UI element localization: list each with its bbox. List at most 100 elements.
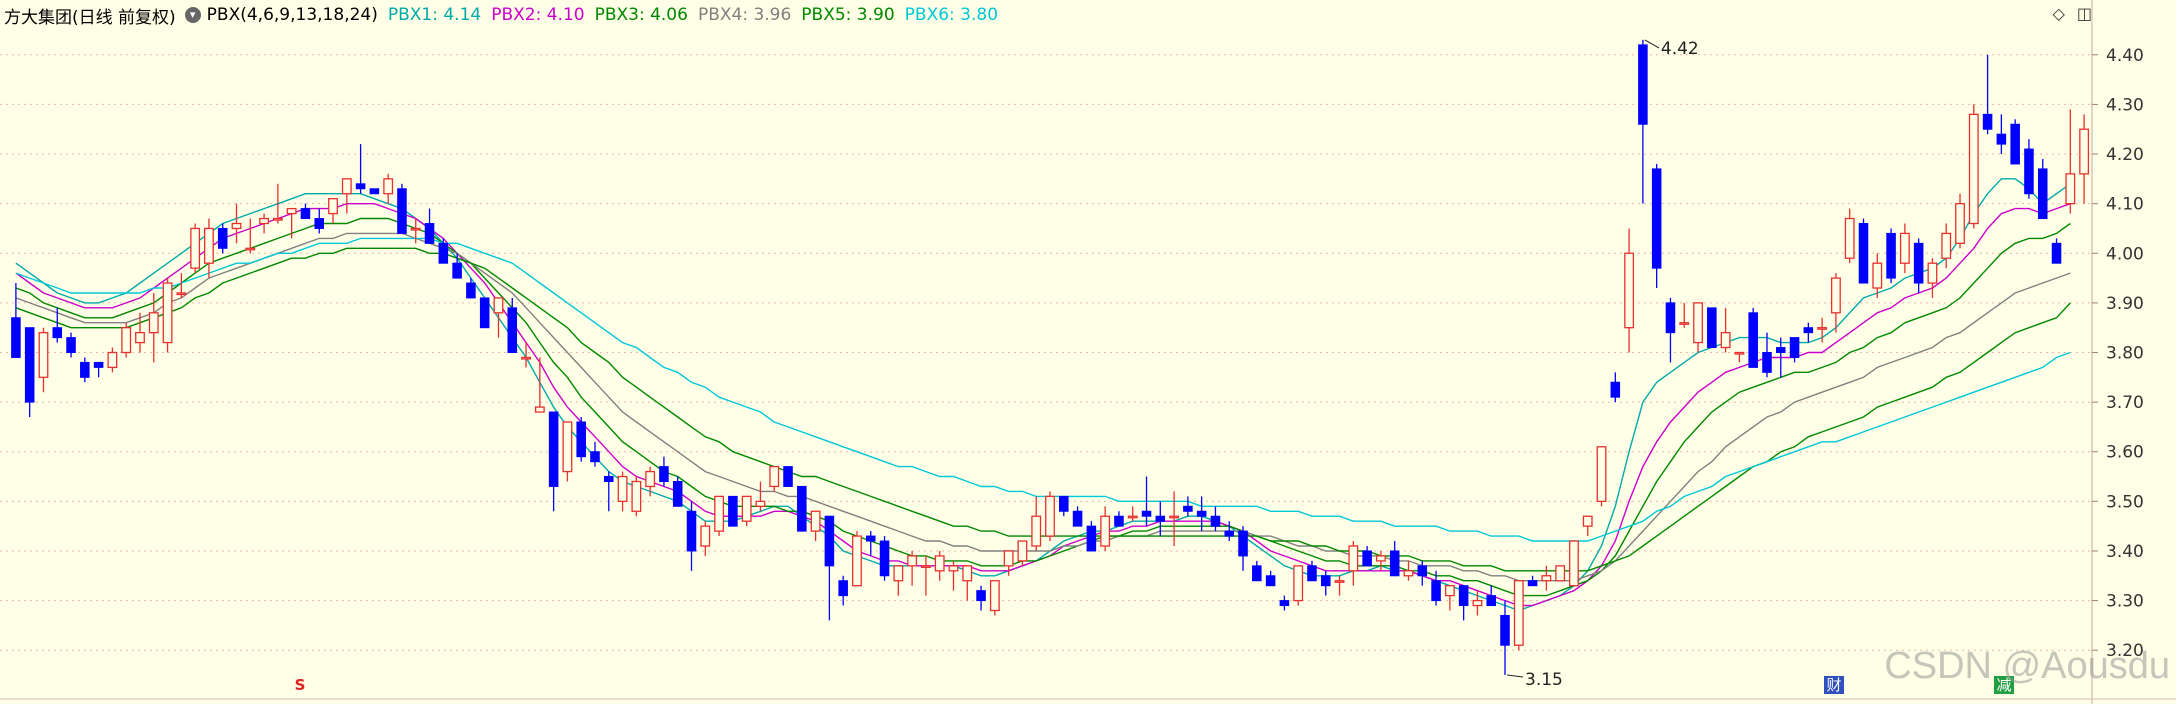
candle-body: [24, 327, 35, 403]
candle-body: [1017, 540, 1028, 562]
candle-body: [1196, 510, 1207, 517]
candle-body: [590, 451, 600, 463]
y-tick-label: 3.20: [2106, 641, 2144, 661]
candle-body: [11, 317, 21, 358]
y-tick-label: 4.30: [2106, 95, 2144, 115]
candle-body: [355, 183, 366, 190]
candle-body: [1320, 575, 1331, 587]
candle-body: [1582, 515, 1593, 527]
candle-body: [797, 485, 807, 532]
y-tick-label: 4.40: [2106, 46, 2144, 66]
candle-body: [838, 580, 848, 597]
low-pointer: [1506, 674, 1524, 678]
pbx4-line: [15, 232, 2071, 582]
candle-body: [1100, 515, 1111, 547]
candle-body: [1927, 262, 1938, 284]
candle-body: [38, 332, 49, 378]
candle-body: [1872, 262, 1883, 289]
candle-body: [1417, 565, 1428, 577]
candle-body: [410, 227, 421, 231]
candle-body: [1486, 595, 1496, 607]
candle-body: [328, 198, 338, 215]
indicator-formula[interactable]: PBX(4,6,9,13,18,24): [206, 5, 378, 25]
y-tick-label: 4.10: [2106, 195, 2144, 215]
candle-body: [1114, 515, 1124, 527]
candle-body: [741, 495, 752, 522]
s-marker[interactable]: S: [294, 676, 306, 694]
candle-body: [1982, 113, 1993, 130]
candle-body: [534, 406, 545, 413]
candle-body: [714, 495, 725, 532]
candle-body: [1224, 530, 1235, 537]
candle-body: [576, 421, 586, 458]
candle-body: [755, 500, 766, 507]
candle-body: [1817, 327, 1828, 330]
candle-body: [1334, 580, 1345, 583]
candle-body: [286, 207, 297, 215]
y-tick-label: 3.30: [2106, 592, 2144, 612]
chevron-down-icon[interactable]: ▾: [184, 7, 201, 23]
candle-body: [341, 178, 352, 195]
candle-body: [1389, 550, 1400, 577]
candle-body: [783, 466, 793, 487]
candle-body: [1886, 232, 1896, 279]
low-annotation: 3.15: [1525, 670, 1563, 690]
candle-body: [976, 590, 986, 602]
chart-header: 方大集团(日线 前复权) ▾ PBX(4,6,9,13,18,24) PBX1:…: [0, 0, 2090, 30]
candle-body: [1610, 381, 1621, 398]
candle-body: [479, 297, 490, 329]
candle-body: [93, 361, 104, 368]
candle-body: [920, 565, 931, 568]
diamond-icon[interactable]: ◇: [2052, 4, 2065, 23]
candle-body: [369, 188, 380, 195]
panel-toggle-icon[interactable]: ◫: [2076, 4, 2092, 23]
candle-body: [852, 535, 862, 587]
candle-body: [300, 208, 311, 220]
candle-body: [1500, 614, 1510, 646]
candle-body: [1913, 242, 1924, 284]
candle-body: [1403, 570, 1414, 577]
candle-body: [1748, 312, 1758, 368]
pbx2-line: [15, 202, 2071, 607]
candle-body: [1830, 277, 1841, 314]
candle-body: [2065, 173, 2076, 205]
y-tick-label: 3.40: [2106, 542, 2144, 562]
candle-body: [1996, 133, 2007, 145]
candle-body: [438, 242, 449, 264]
y-tick-label: 4.00: [2106, 244, 2144, 264]
candle-body: [397, 188, 407, 234]
candle-body: [1665, 302, 1676, 334]
candle-body: [2010, 123, 2020, 165]
candle-body: [548, 411, 559, 487]
candle-body: [1734, 351, 1745, 355]
candle-body: [1803, 327, 1814, 334]
candle-body: [1527, 580, 1538, 587]
candle-body: [879, 540, 890, 577]
candle-body: [1955, 203, 1965, 244]
high-pointer: [1644, 39, 1660, 49]
pbx1-value: PBX1: 4.14: [387, 5, 482, 25]
candle-body: [383, 178, 394, 195]
candle-body: [1789, 337, 1800, 358]
high-annotation: 4.42: [1661, 39, 1699, 59]
candle-body: [1307, 565, 1317, 582]
candle-body: [1238, 530, 1248, 557]
y-tick-label: 3.90: [2106, 294, 2144, 314]
jian-marker[interactable]: 减: [1994, 676, 2014, 694]
cai-marker[interactable]: 财: [1824, 676, 1844, 694]
candle-body: [962, 565, 973, 582]
candle-body: [1858, 223, 1869, 284]
candle-body: [190, 227, 201, 269]
candle-body: [204, 227, 214, 264]
candle-body: [893, 565, 904, 582]
candle-body: [728, 495, 738, 527]
candle-body: [1183, 505, 1193, 512]
candle-body: [1651, 168, 1662, 269]
candle-body: [52, 327, 63, 339]
candle-body: [1252, 565, 1262, 582]
candle-body: [272, 217, 283, 221]
candle-body: [162, 282, 173, 344]
candle-body: [1431, 580, 1441, 602]
candle-body: [617, 475, 628, 502]
